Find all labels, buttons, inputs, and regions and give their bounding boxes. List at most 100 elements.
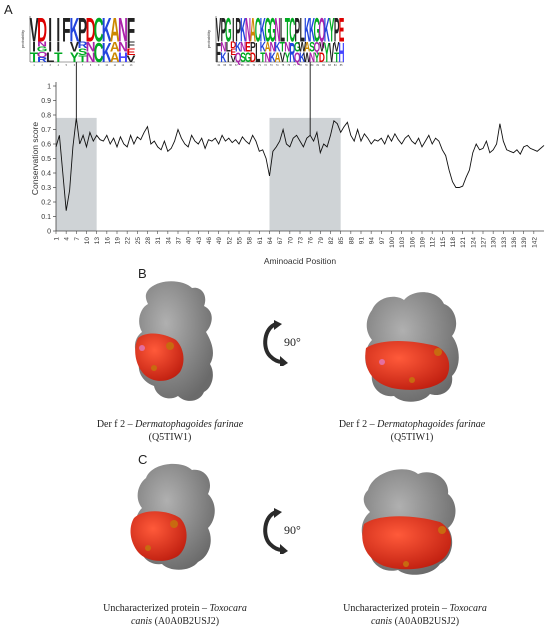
logo-letter: L [46,49,55,65]
logo-letter: G [264,11,270,49]
logo-letter: V [334,41,340,56]
logo-tick-label: 7 [82,64,84,67]
logo-letter: K [235,41,242,56]
logo-letter: Y [285,51,291,66]
x-tick-label: 97 [379,237,386,245]
logo-letter: Q [37,51,48,59]
logo-tick-label: 6 [74,64,76,67]
caption-b-left: Der f 2 – Dermatophagoides farinae (Q5TI… [96,419,244,443]
logo-tick-label: 84 [334,64,337,67]
logo-tick-label: 69 [247,64,250,67]
protein-structure-c-left [130,463,215,570]
logo-letter: N [86,49,96,65]
logo-letter: D [86,10,96,49]
logo-tick-label: 13 [130,64,133,67]
logo-letter: V [230,54,236,65]
logo-letter: D [230,40,236,51]
logo-letter: S [309,41,315,56]
logo-letter: I [48,10,52,49]
logo-letter: R [289,38,295,69]
logo-tick-label: 72 [264,64,267,67]
logo-letter: K [299,51,306,66]
logo-letter: Y [324,38,330,69]
logo-letter: Q [314,41,321,56]
logo-tick-label: 71 [258,64,261,67]
chart-plot-area: 00.10.20.30.40.50.60.70.80.911 4 7 10 13 16 19… [30,62,545,266]
logo-tick-label: 82 [322,64,325,67]
logo-letter: N [275,11,281,49]
logo-letter: Q [294,51,301,66]
x-tick-label: 34 [165,237,172,245]
rotate-arrow-icon [263,508,288,556]
x-tick-label: 91 [359,237,366,245]
x-tick-label: 25 [135,237,142,245]
logo-letter: I [232,11,234,49]
rotation-label-c: 90° [284,523,301,537]
logo-tick-label: 78 [299,64,302,67]
logo-tick-label: 10 [105,64,108,67]
logo-letter: E [230,47,236,58]
logo-letter: K [324,11,330,49]
logo-letter: V [319,41,325,56]
x-tick-label: 73 [298,237,305,245]
y-tick-label: 0.5 [41,156,51,163]
logo-letter: E [339,11,345,49]
logo-letter: D [250,51,256,66]
logo-letter: A [110,39,120,55]
x-tick-label: 82 [328,237,335,245]
logo-letter: A [250,11,256,49]
x-tick-label: 70 [287,237,294,245]
logo-letter: V [126,54,135,64]
logo-letter: V [70,39,80,55]
y-tick-label: 0.1 [41,214,51,221]
x-tick-label: 79 [318,237,325,245]
rotation-label-b: 90° [284,335,301,349]
logo-tick-label: 79 [305,64,308,67]
logo-letter: E [126,47,135,57]
rotate-arrow-icon [263,320,288,368]
logo-letter: W [303,51,311,66]
logo-letter: D [37,10,47,49]
y-tick-label: 0.6 [41,142,51,149]
x-tick-label: 100 [389,237,396,248]
logo-letter: K [260,11,266,49]
x-tick-label: 88 [348,237,355,245]
logo-tick-label: 8 [90,64,92,67]
logo-tick-label: 64 [218,64,221,67]
x-tick-label: 133 [501,237,508,248]
logo-letter: R [37,56,47,64]
x-tick-label: 52 [226,237,233,245]
logo-letter: L [226,41,231,56]
logo-letter: I [48,39,52,55]
x-tick-label: 10 [84,237,91,245]
x-tick-label: 127 [481,237,488,248]
logo-letter: A [110,10,120,49]
logo-letter: N [245,11,251,49]
protein-structure-b-right [365,292,459,402]
logo-letter: V [216,11,222,49]
logo-letter: N [118,39,128,55]
y-tick-label: 0 [47,229,51,236]
x-tick-label: 106 [409,237,416,248]
logo-letter: F [62,10,70,49]
caption-c-left: Uncharacterized protein – Toxocara canis… [103,603,247,627]
logo-letter: N [265,51,271,66]
logo-tick-label: 76 [287,64,290,67]
logo-letter: Y [70,49,79,65]
y-tick-label: 0.7 [41,127,51,134]
x-tick-label: 109 [420,237,427,248]
x-tick-label: 40 [186,237,193,245]
logo-letter: A [275,51,281,66]
logo-tick-label: 67 [235,64,238,67]
conservation-chart: 00.10.20.30.40.50.60.70.80.911 4 7 10 13 16 19… [30,62,545,266]
logo-letter: P [235,11,241,49]
x-tick-label: 37 [176,237,183,245]
logo-letter: H [339,38,345,69]
logo-letter: S [78,47,87,57]
logo-letter: Q [319,11,325,49]
y-tick-label: 0.8 [41,113,51,120]
x-tick-label: 16 [104,237,111,245]
y-tick-label: 1 [47,84,51,91]
logo-letter: N [309,51,315,66]
logo-letter: I [56,10,60,49]
